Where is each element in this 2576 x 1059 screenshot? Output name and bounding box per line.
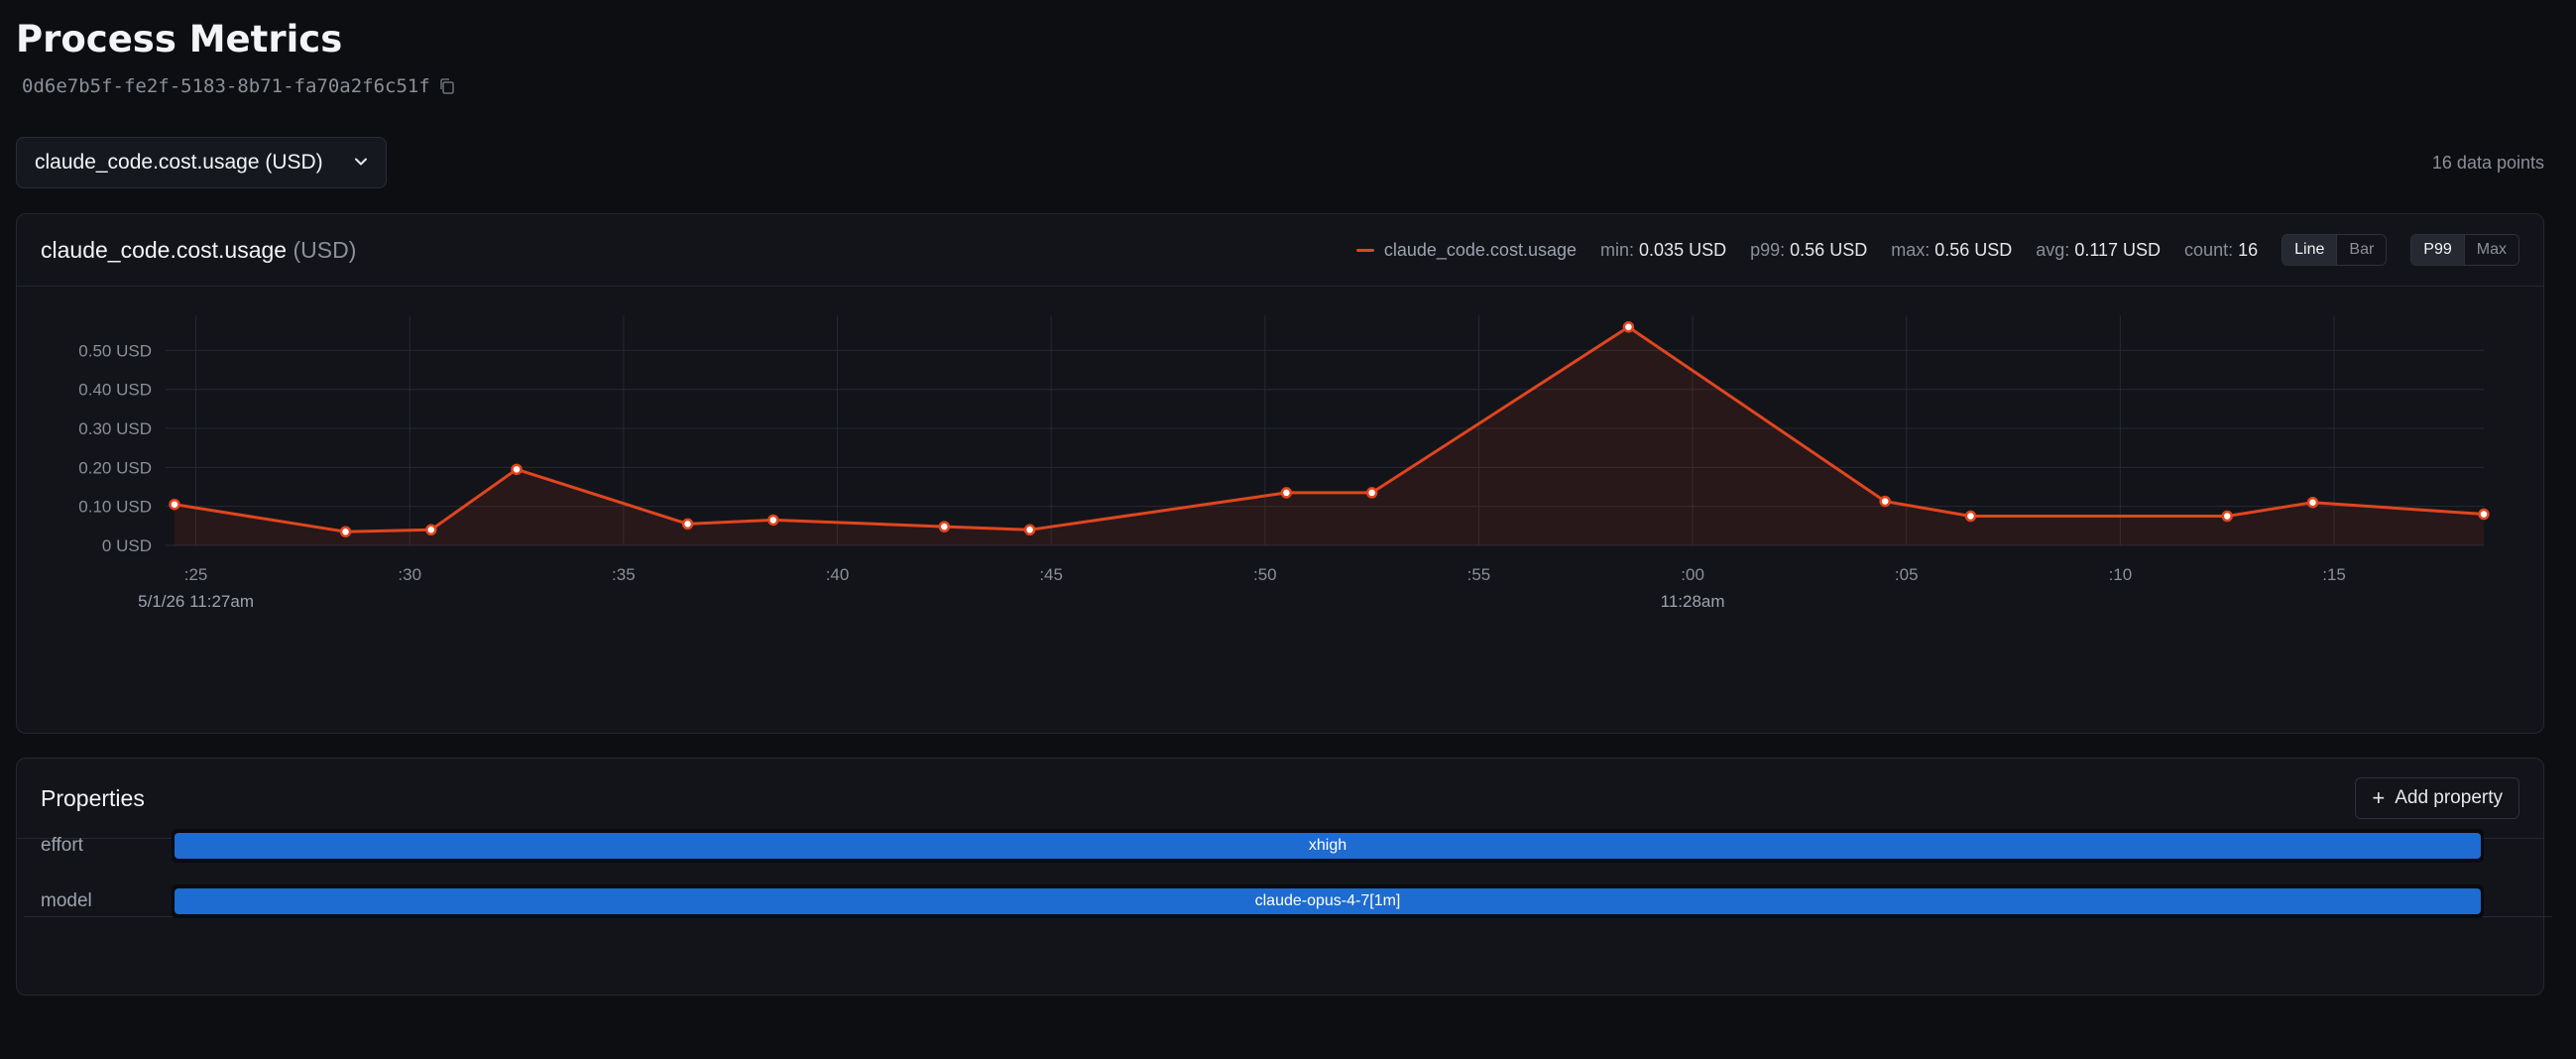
data-point — [767, 514, 779, 527]
chevron-down-icon — [354, 151, 368, 175]
metric-select-value: claude_code.cost.usage (USD) — [35, 151, 323, 174]
data-point — [511, 463, 523, 476]
data-points-count: 16 data points — [2431, 153, 2544, 173]
series-area — [175, 326, 2484, 545]
property-bar-track: xhigh — [172, 828, 2484, 863]
y-tick-label: 0.30 USD — [78, 419, 152, 438]
y-tick-label: 0 USD — [102, 536, 152, 555]
property-value-bar[interactable]: xhigh — [175, 832, 2481, 859]
stat-count-label: count: — [2184, 239, 2234, 260]
data-point — [2478, 508, 2490, 521]
data-point — [1365, 487, 1378, 499]
stat-min-label: min: — [1600, 239, 1635, 260]
property-row: effort xhigh — [0, 818, 2576, 873]
properties-title: Properties — [41, 784, 145, 811]
toggle-bar-button[interactable]: Bar — [2336, 235, 2387, 265]
x-tick-label: :55 — [1467, 565, 1491, 584]
y-tick-label: 0.10 USD — [78, 498, 152, 517]
x-tick-label: :10 — [2109, 565, 2133, 584]
x-tick-label: :25 — [184, 565, 208, 584]
properties-header: Properties + Add property — [17, 759, 2543, 839]
x-tick-label: :45 — [1039, 565, 1063, 584]
metric-select[interactable]: claude_code.cost.usage (USD) — [16, 137, 387, 188]
toggle-p99-button[interactable]: P99 — [2411, 235, 2464, 265]
stat-avg-label: avg: — [2036, 239, 2070, 260]
stat-max-label: max: — [1891, 239, 1931, 260]
x-tick-label: :40 — [826, 565, 850, 584]
data-point — [1280, 487, 1293, 499]
property-key: model — [41, 889, 92, 911]
series-line — [174, 325, 2485, 533]
x-tick-label: :30 — [398, 565, 421, 584]
legend-swatch — [1355, 248, 1374, 252]
data-point — [1964, 510, 1977, 523]
toggle-max-button[interactable]: Max — [2463, 235, 2518, 265]
data-point — [169, 498, 180, 511]
y-tick-label: 0.50 USD — [78, 341, 152, 360]
add-property-label: Add property — [2395, 787, 2503, 808]
copy-icon[interactable] — [438, 77, 456, 95]
data-point — [2221, 510, 2233, 523]
plus-icon: + — [2372, 785, 2386, 810]
aggregation-toggle: P99 Max — [2410, 234, 2519, 266]
x-tick-label: :35 — [612, 565, 636, 584]
stat-min-value: 0.035 USD — [1639, 239, 1727, 260]
add-property-button[interactable]: + Add property — [2355, 777, 2519, 819]
x-tick-sublabel: 5/1/26 11:27am — [138, 592, 254, 611]
process-id: 0d6e7b5f-fe2f-5183-8b71-fa70a2f6c51f — [22, 75, 430, 97]
property-key: effort — [41, 834, 83, 856]
data-point — [425, 524, 437, 536]
y-tick-label: 0.40 USD — [78, 381, 152, 400]
stat-min: min: 0.035 USD — [1600, 240, 1726, 261]
page-title: Process Metrics — [16, 18, 343, 60]
stat-avg-value: 0.117 USD — [2074, 239, 2162, 260]
chart-card-header: claude_code.cost.usage (USD) claude_code… — [17, 214, 2543, 287]
data-point — [1622, 321, 1635, 333]
property-row: model claude-opus-4-7[1m] — [0, 874, 2576, 928]
stat-p99: p99: 0.56 USD — [1750, 240, 1867, 261]
x-tick-label: :50 — [1253, 565, 1277, 584]
process-id-row: 0d6e7b5f-fe2f-5183-8b71-fa70a2f6c51f — [22, 75, 456, 97]
toggle-line-button[interactable]: Line — [2283, 235, 2337, 265]
x-tick-label: :15 — [2322, 565, 2346, 584]
chart-title: claude_code.cost.usage (USD) — [41, 237, 356, 264]
data-point — [339, 526, 352, 537]
data-point — [1879, 495, 1891, 508]
chart-type-toggle: Line Bar — [2282, 234, 2388, 266]
legend-label: claude_code.cost.usage — [1383, 239, 1577, 260]
chart-header-controls: claude_code.cost.usage min: 0.035 USD p9… — [1355, 234, 2519, 266]
data-point — [2306, 496, 2319, 509]
property-bar-track: claude-opus-4-7[1m] — [172, 883, 2484, 918]
stat-count: count: 16 — [2184, 240, 2258, 261]
data-point — [681, 518, 694, 530]
stat-max: max: 0.56 USD — [1891, 240, 2012, 261]
chart-title-unit: (USD) — [293, 236, 357, 263]
chart-legend: claude_code.cost.usage — [1355, 239, 1577, 261]
data-point — [938, 521, 951, 532]
properties-card: Properties + Add property — [16, 758, 2544, 996]
x-tick-label: :05 — [1895, 565, 1919, 584]
stat-count-value: 16 — [2238, 239, 2259, 260]
metric-chart-card: claude_code.cost.usage (USD) claude_code… — [16, 213, 2544, 734]
y-tick-label: 0.20 USD — [78, 458, 152, 477]
x-tick-sublabel: 11:28am — [1661, 592, 1725, 611]
stat-p99-value: 0.56 USD — [1790, 239, 1868, 260]
x-tick-label: :00 — [1681, 565, 1704, 584]
chart-title-metric: claude_code.cost.usage — [41, 236, 288, 263]
stat-max-value: 0.56 USD — [1934, 239, 2013, 260]
stat-p99-label: p99: — [1750, 239, 1786, 260]
line-chart: 0 USD 0.10 USD 0.20 USD 0.30 USD 0.40 USD 0.5… — [78, 315, 2490, 611]
property-value-bar[interactable]: claude-opus-4-7[1m] — [175, 887, 2481, 914]
stat-avg: avg: 0.117 USD — [2036, 240, 2161, 261]
data-point — [1023, 524, 1036, 536]
